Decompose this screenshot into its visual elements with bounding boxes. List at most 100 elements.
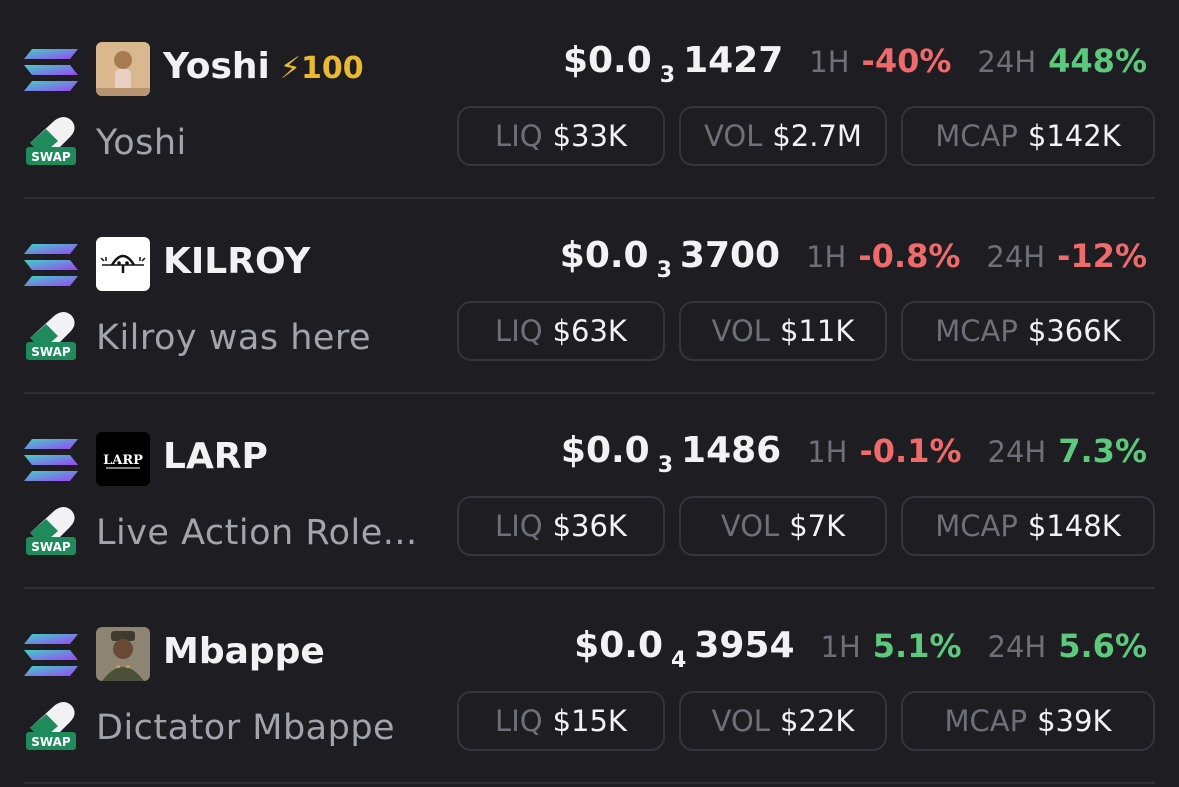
liquidity-stat[interactable]: LIQ $63K — [457, 301, 665, 361]
market-cap-stat[interactable]: MCAP $142K — [901, 106, 1155, 166]
stat-label: VOL — [704, 119, 763, 153]
timeframe-1h-label: 1H — [820, 630, 861, 664]
symbol-text: LARP — [163, 436, 268, 477]
token-price: $0.0 3 3700 — [559, 235, 781, 283]
stat-value: $36K — [552, 509, 627, 543]
change-24h: -12% — [1057, 237, 1147, 275]
change-24h: 7.3% — [1058, 432, 1147, 470]
price-digits: 1427 — [683, 40, 784, 81]
price-zero-count: 3 — [656, 258, 672, 283]
stat-label: LIQ — [495, 119, 543, 153]
stat-label: VOL — [711, 704, 770, 738]
swap-dex-icon: SWAP — [26, 507, 76, 555]
solana-icon — [24, 244, 78, 286]
price-prefix: $0.0 — [560, 430, 650, 471]
token-symbol[interactable]: Yoshi ⚡100 — [163, 42, 364, 94]
timeframe-24h-label: 24H — [987, 630, 1047, 664]
liquidity-stat[interactable]: LIQ $36K — [457, 496, 665, 556]
dex-badge-text: SWAP — [31, 345, 71, 359]
token-avatar: LARP — [96, 432, 150, 486]
token-name: Yoshi — [96, 123, 187, 163]
timeframe-1h-label: 1H — [809, 45, 850, 79]
price-zero-count: 3 — [657, 453, 674, 478]
price-prefix: $0.0 — [562, 40, 652, 81]
solana-icon — [24, 439, 78, 481]
token-price: $0.0 3 1486 — [560, 430, 782, 478]
token-row-yoshi[interactable]: Yoshi ⚡100 SWAP Yoshi $0.0 3 1427 1H -40% 2… — [0, 0, 1179, 195]
token-name: Dictator Mbappe — [96, 708, 396, 748]
price-zero-count: 4 — [671, 648, 687, 673]
stat-value: $142K — [1027, 119, 1121, 153]
symbol-text: Mbappe — [163, 631, 325, 672]
stat-label: MCAP — [935, 314, 1018, 348]
token-avatar — [96, 42, 150, 96]
token-symbol[interactable]: KILROY — [163, 237, 310, 287]
token-row-larp[interactable]: LARP LARP SWAP Live Action Role... $0.0 3… — [0, 390, 1179, 585]
stat-value: $15K — [552, 704, 627, 738]
swap-dex-icon: SWAP — [26, 312, 76, 360]
row-divider — [24, 587, 1155, 589]
solana-icon — [24, 49, 78, 91]
change-24h: 5.6% — [1058, 627, 1147, 665]
price-prefix: $0.0 — [559, 235, 649, 276]
timeframe-24h-label: 24H — [977, 45, 1037, 79]
price-line: $0.0 3 1427 1H -40% 24H 448% — [563, 40, 1147, 96]
stat-label: MCAP — [944, 704, 1028, 738]
token-symbol[interactable]: LARP — [163, 432, 268, 482]
change-1h: -0.1% — [859, 432, 962, 470]
row-divider — [24, 392, 1155, 394]
change-24h: 448% — [1048, 42, 1147, 80]
timeframe-24h-label: 24H — [987, 435, 1047, 469]
price-digits: 1486 — [681, 430, 782, 471]
token-row-kilroy[interactable]: KILROY SWAP Kilroy was here $0.0 3 3700 1H… — [0, 195, 1179, 390]
stat-value: $11K — [779, 314, 855, 348]
change-1h: -40% — [861, 42, 952, 80]
token-price: $0.0 3 1427 — [562, 40, 784, 88]
stat-label: MCAP — [935, 119, 1018, 153]
market-cap-stat[interactable]: MCAP $39K — [901, 691, 1155, 751]
price-prefix: $0.0 — [574, 625, 663, 666]
stat-label: LIQ — [495, 704, 543, 738]
volume-stat[interactable]: VOL $7K — [679, 496, 887, 556]
token-name: Live Action Role... — [96, 513, 418, 553]
dex-badge-text: SWAP — [31, 540, 71, 554]
stat-value: $148K — [1027, 509, 1121, 543]
liquidity-stat[interactable]: LIQ $15K — [457, 691, 665, 751]
row-divider — [24, 782, 1155, 784]
stat-value: $33K — [552, 119, 627, 153]
token-symbol[interactable]: Mbappe — [163, 627, 325, 677]
stat-label: VOL — [720, 509, 780, 543]
stat-label: LIQ — [495, 509, 543, 543]
change-1h: -0.8% — [858, 237, 961, 275]
stat-value: $366K — [1027, 314, 1121, 348]
row-divider — [24, 197, 1155, 199]
stat-label: LIQ — [495, 314, 543, 348]
stat-value: $63K — [552, 314, 627, 348]
volume-stat[interactable]: VOL $11K — [679, 301, 887, 361]
market-cap-stat[interactable]: MCAP $148K — [901, 496, 1155, 556]
token-row-mbappe[interactable]: Mbappe SWAP Dictator Mbappe $0.0 4 3954 1H… — [0, 585, 1179, 780]
volume-stat[interactable]: VOL $22K — [679, 691, 887, 751]
price-digits: 3954 — [694, 625, 795, 666]
price-line: $0.0 3 1486 1H -0.1% 24H 7.3% — [561, 430, 1147, 486]
swap-dex-icon: SWAP — [26, 117, 76, 165]
stat-label: VOL — [711, 314, 770, 348]
stat-value: $22K — [779, 704, 855, 738]
price-line: $0.0 4 3954 1H 5.1% 24H 5.6% — [574, 625, 1147, 681]
token-avatar — [96, 237, 150, 291]
liquidity-stat[interactable]: LIQ $33K — [457, 106, 665, 166]
change-1h: 5.1% — [872, 627, 962, 665]
avatar-logo-text: LARP — [103, 453, 143, 468]
stat-label: MCAP — [935, 509, 1018, 543]
volume-stat[interactable]: VOL $2.7M — [679, 106, 887, 166]
boost-badge: ⚡100 — [279, 51, 364, 86]
token-price: $0.0 4 3954 — [574, 625, 795, 673]
swap-dex-icon: SWAP — [26, 702, 76, 750]
stat-value: $7K — [789, 509, 846, 543]
timeframe-24h-label: 24H — [986, 240, 1046, 274]
price-digits: 3700 — [679, 235, 781, 276]
price-zero-count: 3 — [659, 63, 676, 88]
market-cap-stat[interactable]: MCAP $366K — [901, 301, 1155, 361]
token-avatar — [96, 627, 150, 681]
